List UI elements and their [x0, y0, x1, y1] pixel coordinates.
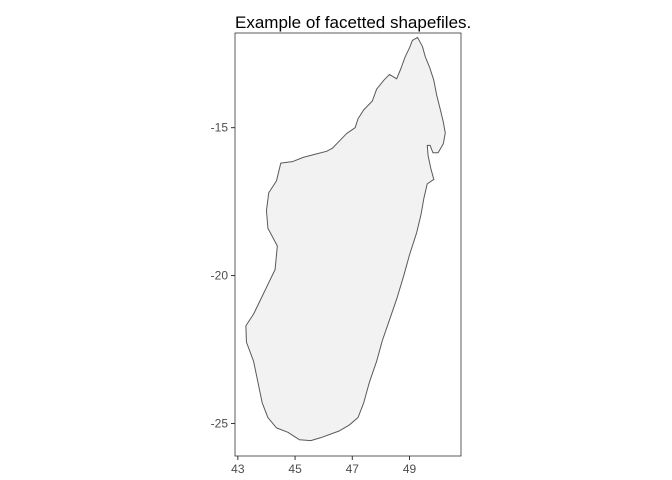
x-tick-label: 49 — [403, 462, 417, 476]
y-tick-label: -25 — [211, 416, 229, 430]
x-axis: 43 45 47 49 — [231, 456, 417, 476]
plot-title: Example of facetted shapefiles. — [235, 13, 471, 32]
map-panel — [234, 32, 462, 457]
country-shape-madagascar — [245, 36, 446, 442]
y-tick-label: -15 — [211, 121, 229, 135]
x-tick-label: 45 — [288, 462, 302, 476]
y-tick-label: -20 — [211, 269, 229, 283]
x-tick-label: 47 — [346, 462, 360, 476]
y-axis: -15 -20 -25 — [211, 121, 235, 430]
panel-border — [234, 32, 462, 457]
x-tick-label: 43 — [231, 462, 245, 476]
